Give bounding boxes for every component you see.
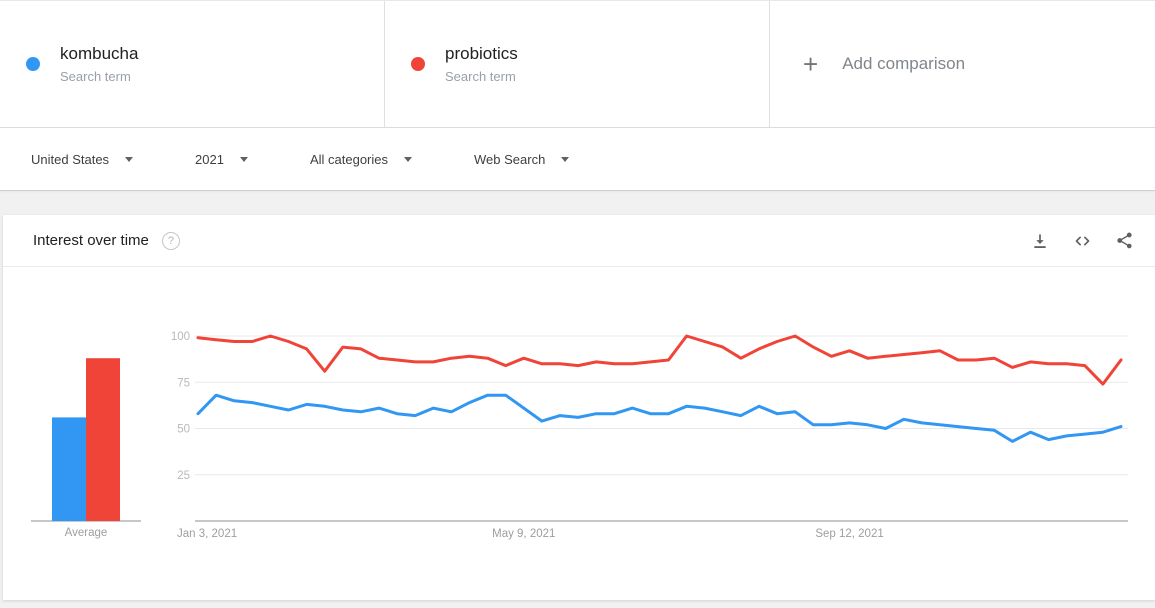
probiotics-trend-line (196, 334, 1123, 386)
term-card-kombucha[interactable]: kombucha Search term (0, 1, 385, 127)
download-icon (1034, 233, 1046, 248)
y-axis-tick-label: 50 (177, 424, 190, 436)
filter-geo-dropdown[interactable]: United States (31, 151, 134, 167)
plus-icon: + (803, 49, 819, 79)
chart-area: 25 50 75 100 Average Jan 3, 2021 May 9, 2021 Se… (3, 267, 1155, 600)
term-label: probiotics (445, 43, 518, 63)
filter-category-value: All categories (309, 151, 389, 167)
add-comparison-label: Add comparison (842, 54, 966, 73)
filter-time-value: 2021 (195, 151, 224, 167)
average-bar-probiotics (86, 358, 120, 521)
y-axis-tick-label: 25 (177, 470, 190, 482)
term-type-label: Search term (445, 68, 516, 84)
term-color-dot-kombucha (26, 57, 40, 71)
caret-down-icon (239, 156, 248, 162)
share-icon (1117, 232, 1132, 249)
filter-search-type-dropdown[interactable]: Web Search (474, 151, 570, 167)
y-axis-tick-label: 75 (177, 377, 190, 389)
x-axis-date-label: Sep 12, 2021 (815, 528, 883, 540)
term-card-probiotics[interactable]: probiotics Search term (385, 1, 770, 127)
filter-bar: United States 2021 All categories Web Se… (0, 128, 1155, 191)
interest-over-time-chart[interactable]: 25 50 75 100 Average Jan 3, 2021 May 9, 2021 Se… (3, 267, 1155, 600)
average-label: Average (65, 527, 108, 539)
term-label: kombucha (60, 43, 139, 63)
embed-button[interactable] (1072, 231, 1093, 251)
filter-search-type-value: Web Search (474, 151, 546, 167)
filter-category-dropdown[interactable]: All categories (309, 151, 413, 167)
x-axis-date-label: May 9, 2021 (492, 528, 555, 540)
y-axis-tick-label: 100 (171, 331, 190, 343)
filter-geo-value: United States (31, 151, 110, 167)
filter-time-dropdown[interactable]: 2021 (195, 152, 248, 167)
x-axis-date-label: Jan 3, 2021 (177, 528, 237, 540)
page-background-gap (0, 191, 1155, 215)
average-bar-kombucha (52, 417, 86, 521)
panel-header: Interest over time ? (3, 215, 1155, 267)
add-comparison-button[interactable]: + Add comparison (770, 1, 1155, 127)
term-color-dot-probiotics (411, 57, 425, 71)
share-button[interactable] (1115, 231, 1134, 250)
caret-down-icon (561, 156, 570, 162)
panel-title: Interest over time (33, 232, 149, 249)
download-button[interactable] (1030, 231, 1050, 251)
embed-code-icon (1075, 236, 1090, 245)
comparison-bar: kombucha Search term probiotics Search t… (0, 0, 1155, 128)
term-type-label: Search term (60, 68, 131, 84)
interest-over-time-panel: Interest over time ? 25 50 75 10 (3, 215, 1155, 600)
caret-down-icon (125, 156, 134, 162)
kombucha-trend-line (196, 393, 1123, 443)
caret-down-icon (404, 156, 413, 162)
help-icon[interactable]: ? (161, 231, 180, 250)
